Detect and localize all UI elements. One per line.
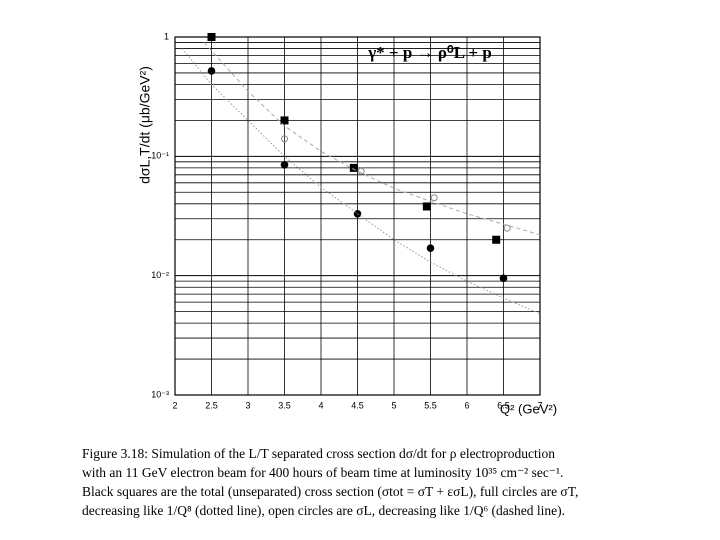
annotation: γ* + p → ρ⁰L + p [367, 43, 492, 62]
x-tick-label: 3 [245, 400, 250, 410]
caption-line: Figure 3.18: Simulation of the L/T separ… [82, 446, 555, 461]
x-tick-label: 5.5 [424, 400, 437, 410]
x-tick-label: 2 [172, 400, 177, 410]
open-circle-point [357, 167, 365, 175]
curve [181, 48, 541, 315]
square-point [207, 33, 216, 41]
y-tick-label: 10⁻³ [151, 389, 169, 399]
square-point [349, 163, 358, 172]
x-tick-label: 6 [464, 400, 469, 410]
open-circle-point [281, 135, 288, 143]
x-tick-label: 4 [318, 400, 323, 410]
open-circle-point [503, 224, 511, 232]
square-point [280, 116, 289, 125]
y-tick-label: 10⁻¹ [151, 151, 169, 161]
square-point [492, 235, 501, 244]
caption-line: Black squares are the total (unseparated… [82, 484, 578, 499]
circle-point [426, 244, 435, 252]
open-circle-point [430, 194, 438, 202]
caption-line: with an 11 GeV electron beam for 400 hou… [82, 465, 563, 480]
y-axis-label: dσL,T/dt (μb/GeV²) [137, 66, 153, 184]
caption-line: decreasing like 1/Q⁸ (dotted line), open… [82, 503, 565, 518]
curve [203, 42, 541, 236]
x-axis-label: Q² (GeV²) [500, 401, 557, 416]
plot-frame [174, 36, 541, 396]
circle-point [280, 160, 289, 169]
x-tick-label: 7 [537, 400, 542, 410]
circle-point [207, 67, 216, 75]
x-tick-label: 4.5 [351, 400, 364, 410]
x-tick-label: 2.5 [205, 400, 218, 410]
y-tick-label: 10⁻² [151, 270, 169, 280]
x-tick-label: 6.5 [497, 400, 510, 410]
square-point [422, 202, 431, 211]
x-tick-label: 5 [391, 400, 396, 410]
x-tick-label: 3.5 [278, 400, 291, 410]
y-tick-label: 1 [164, 31, 169, 41]
circle-point [499, 274, 508, 283]
